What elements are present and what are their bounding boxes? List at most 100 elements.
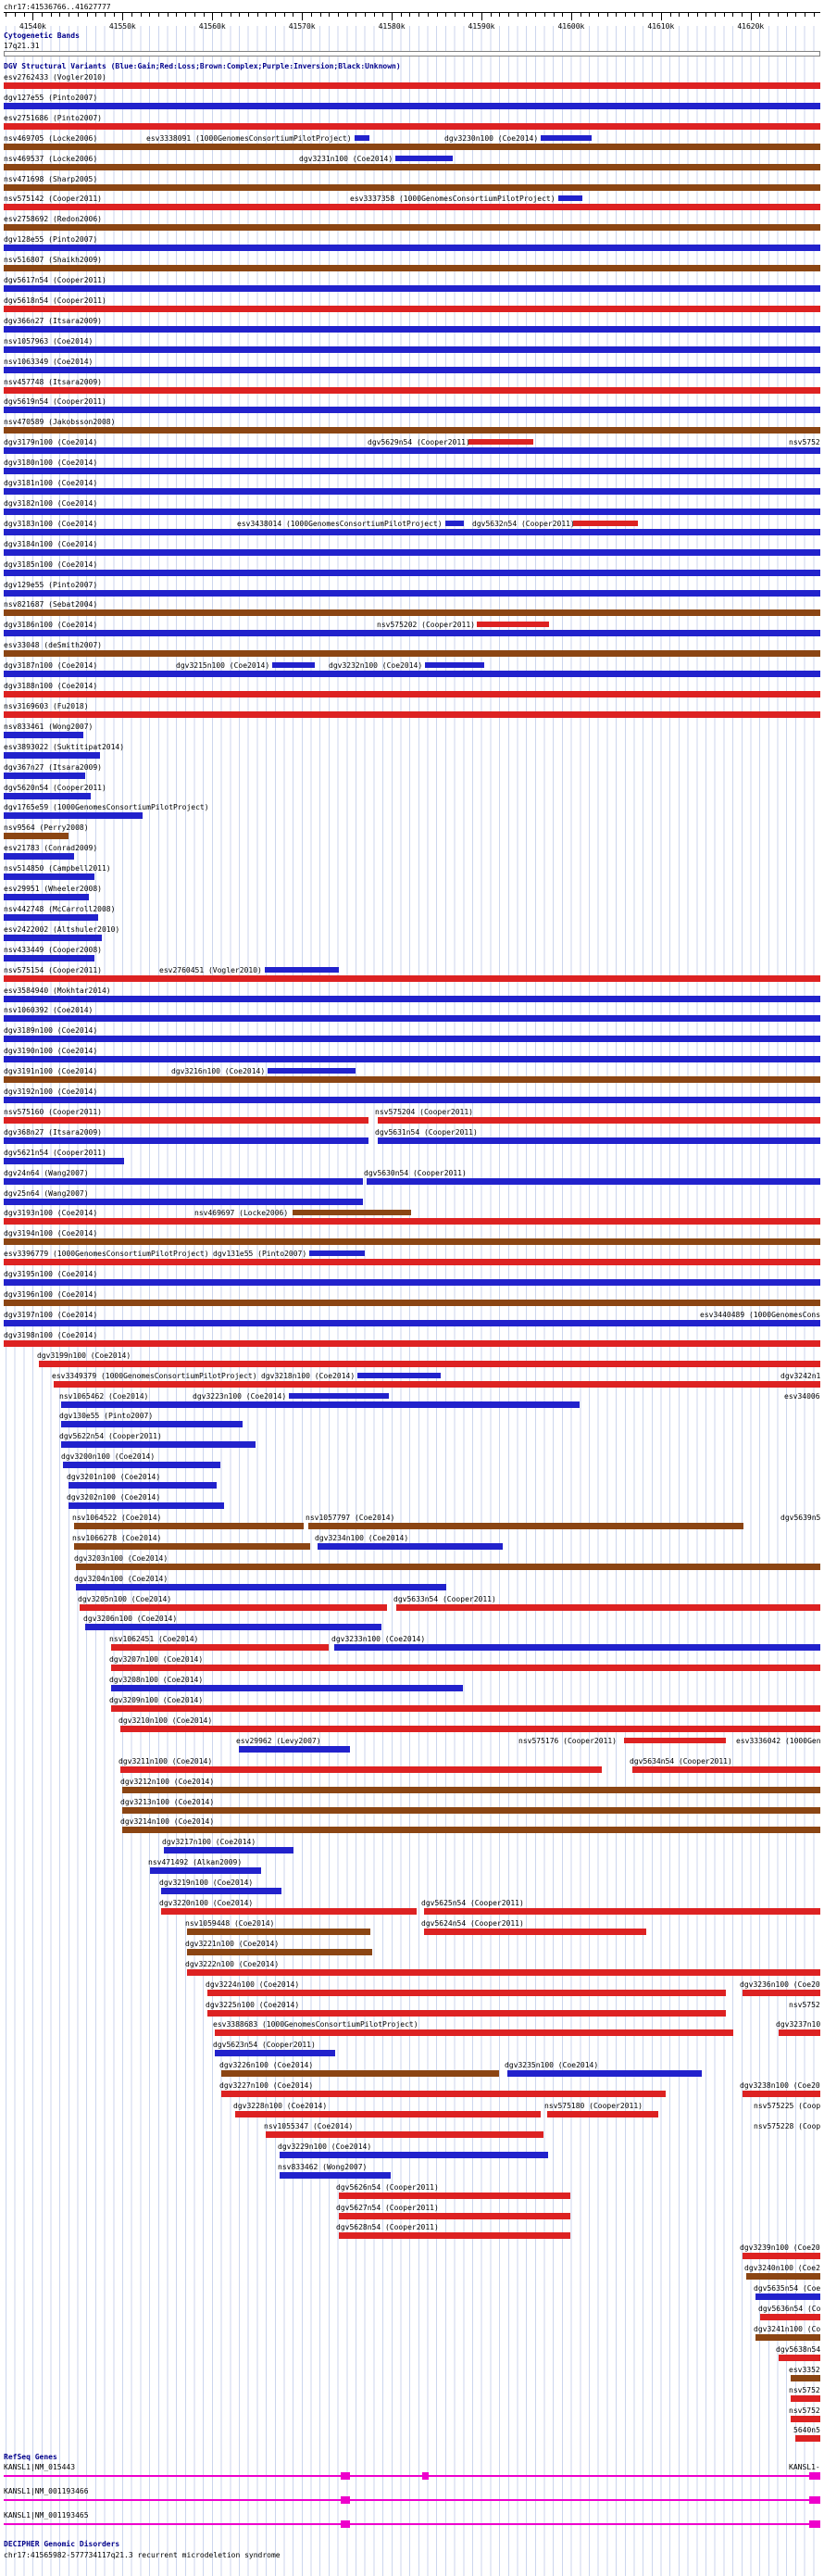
variant-label[interactable]: dgv5617n54 (Cooper2011) bbox=[4, 276, 106, 284]
variant-bar[interactable] bbox=[187, 1928, 370, 1935]
variant-bar[interactable] bbox=[120, 1725, 820, 1732]
variant-label[interactable]: dgv3185n100 (Coe2014) bbox=[4, 559, 98, 569]
variant-bar[interactable] bbox=[4, 386, 820, 394]
variant-bar[interactable] bbox=[4, 609, 820, 617]
variant-bar[interactable] bbox=[4, 488, 820, 495]
variant-label[interactable]: dgv3187n100 (Coe2014) bbox=[4, 661, 98, 671]
variant-label[interactable]: dgv3207n100 (Coe2014) bbox=[109, 1655, 204, 1665]
variant-label[interactable]: dgv3203n100 (Coe2014) bbox=[74, 1553, 169, 1563]
variant-bar[interactable] bbox=[367, 1177, 820, 1185]
variant-label[interactable]: dgv5634n54 (Cooper2011) bbox=[630, 1756, 732, 1766]
variant-bar[interactable] bbox=[4, 812, 143, 820]
variant-label[interactable]: dgv130e55 (Pinto2007) bbox=[59, 1412, 154, 1421]
variant-bar[interactable] bbox=[4, 1056, 820, 1063]
variant-bar[interactable] bbox=[4, 995, 820, 1002]
variant-bar[interactable] bbox=[4, 528, 820, 535]
variant-label[interactable]: dgv3235n100 (Coe2014) bbox=[505, 2061, 599, 2070]
variant-label[interactable]: dgv3190n100 (Coe2014) bbox=[4, 1047, 98, 1056]
variant-label[interactable]: dgv3200n100 (Coe2014) bbox=[61, 1452, 156, 1462]
variant-label[interactable]: esv21783 (Conrad2009) bbox=[4, 844, 98, 853]
variant-bar[interactable] bbox=[4, 894, 89, 900]
variant-bar[interactable] bbox=[779, 2029, 820, 2037]
variant-bar[interactable] bbox=[4, 1157, 124, 1164]
variant-label[interactable]: nsv471492 (Alkan2009) bbox=[148, 1858, 243, 1867]
variant-label[interactable]: dgv127e55 (Pinto2007) bbox=[4, 93, 98, 102]
variant-bar[interactable] bbox=[4, 447, 820, 455]
variant-bar[interactable] bbox=[122, 1786, 820, 1793]
variant-label[interactable]: dgv5629n54 (Cooper2011) bbox=[368, 438, 470, 447]
variant-label[interactable]: dgv3242n1 bbox=[780, 1371, 821, 1380]
cytoband-glyph[interactable] bbox=[4, 51, 820, 57]
variant-label[interactable]: dgv3238n100 (Coe20 bbox=[740, 2081, 820, 2091]
variant-bar[interactable] bbox=[4, 710, 820, 718]
variant-bar[interactable] bbox=[791, 2415, 820, 2422]
variant-label[interactable]: dgv3233n100 (Coe2014) bbox=[331, 1635, 426, 1644]
variant-bar[interactable] bbox=[4, 853, 74, 861]
variant-label[interactable]: dgv5622n54 (Cooper2011) bbox=[59, 1432, 162, 1441]
variant-bar[interactable] bbox=[4, 285, 820, 292]
variant-bar[interactable] bbox=[207, 2009, 726, 2017]
variant-bar[interactable] bbox=[4, 1076, 820, 1084]
variant-bar[interactable] bbox=[266, 2130, 543, 2138]
variant-bar[interactable] bbox=[507, 2070, 702, 2078]
variant-bar[interactable] bbox=[318, 1542, 503, 1550]
variant-label[interactable]: esv2760451 (Vogler2010) bbox=[159, 965, 262, 974]
variant-bar[interactable] bbox=[468, 439, 533, 446]
variant-label[interactable]: dgv3186n100 (Coe2014) bbox=[4, 621, 98, 630]
variant-label[interactable]: dgv3224n100 (Coe2014) bbox=[206, 1979, 300, 1989]
variant-bar[interactable] bbox=[80, 1603, 387, 1611]
variant-label[interactable]: dgv3227n100 (Coe2014) bbox=[219, 2081, 314, 2091]
variant-label[interactable]: esv3388683 (1000GenomesConsortiumPilotPr… bbox=[213, 2020, 418, 2029]
variant-bar[interactable] bbox=[74, 1522, 304, 1529]
variant-label[interactable]: dgv3234n100 (Coe2014) bbox=[315, 1533, 409, 1542]
variant-label[interactable]: nsv442748 (McCarroll2008) bbox=[4, 904, 116, 913]
variant-label[interactable]: nsv1065462 (Coe2014) bbox=[59, 1391, 149, 1401]
variant-label[interactable]: dgv3194n100 (Coe2014) bbox=[4, 1229, 98, 1238]
variant-bar[interactable] bbox=[207, 1989, 726, 1996]
variant-bar[interactable] bbox=[63, 1462, 220, 1469]
variant-label[interactable]: dgv5631n54 (Cooper2011) bbox=[375, 1127, 478, 1137]
variant-label[interactable]: dgv3191n100 (Coe2014) bbox=[4, 1067, 98, 1076]
variant-bar[interactable] bbox=[760, 2314, 820, 2320]
variant-label[interactable]: nsv1057963 (Coe2014) bbox=[4, 336, 94, 346]
variant-label[interactable]: dgv3211n100 (Coe2014) bbox=[119, 1756, 213, 1766]
variant-label[interactable]: dgv367n27 (Itsara2009) bbox=[4, 762, 102, 772]
variant-bar[interactable] bbox=[4, 143, 820, 150]
variant-label[interactable]: dgv3214n100 (Coe2014) bbox=[120, 1817, 215, 1827]
variant-label[interactable]: nsv575160 (Cooper2011) bbox=[4, 1107, 102, 1116]
variant-label[interactable]: nsv1063349 (Coe2014) bbox=[4, 357, 94, 366]
variant-label[interactable]: dgv3209n100 (Coe2014) bbox=[109, 1696, 204, 1704]
variant-bar[interactable] bbox=[4, 731, 83, 738]
variant-bar[interactable] bbox=[69, 1502, 224, 1509]
variant-label[interactable]: nsv457748 (Itsara2009) bbox=[4, 377, 102, 386]
variant-bar[interactable] bbox=[4, 548, 820, 556]
variant-label[interactable]: dgv3240n100 (Coe2 bbox=[744, 2264, 820, 2273]
variant-bar[interactable] bbox=[4, 366, 820, 373]
variant-bar[interactable] bbox=[4, 1218, 820, 1225]
variant-bar[interactable] bbox=[4, 1116, 368, 1124]
variant-label[interactable]: nsv3169603 (Fu2018) bbox=[4, 701, 89, 710]
variant-label[interactable]: dgv3206n100 (Coe2014) bbox=[83, 1615, 178, 1624]
variant-bar[interactable] bbox=[4, 772, 85, 779]
variant-bar[interactable] bbox=[4, 468, 820, 475]
variant-label[interactable]: dgv1765e59 (1000GenomesConsortiumPilotPr… bbox=[4, 803, 209, 812]
variant-label[interactable]: dgv3216n100 (Coe2014) bbox=[171, 1067, 266, 1076]
variant-label[interactable]: esv3337358 (1000GenomesConsortiumPilotPr… bbox=[350, 195, 556, 204]
variant-label[interactable]: dgv5625n54 (Cooper2011) bbox=[421, 1899, 524, 1907]
variant-bar[interactable] bbox=[378, 1116, 820, 1124]
variant-bar[interactable] bbox=[289, 1392, 389, 1399]
variant-label[interactable]: dgv3226n100 (Coe2014) bbox=[219, 2061, 314, 2070]
variant-label[interactable]: esv3396779 (1000GenomesConsortiumPilotPr… bbox=[4, 1250, 209, 1259]
variant-label[interactable]: dgv3217n100 (Coe2014) bbox=[162, 1838, 256, 1847]
variant-label[interactable]: nsv516807 (Shaikh2009) bbox=[4, 256, 102, 265]
variant-label[interactable]: esv2751686 (Pinto2007) bbox=[4, 113, 102, 122]
variant-label[interactable]: dgv3213n100 (Coe2014) bbox=[120, 1797, 215, 1806]
variant-label[interactable]: esv3438014 (1000GenomesConsortiumPilotPr… bbox=[237, 519, 443, 528]
variant-label[interactable]: dgv5635n54 (Coe bbox=[754, 2284, 821, 2293]
variant-label[interactable]: dgv3232n100 (Coe2014) bbox=[329, 661, 423, 671]
variant-label[interactable]: nsv1066278 (Coe2014) bbox=[72, 1533, 162, 1542]
variant-bar[interactable] bbox=[280, 2151, 548, 2158]
variant-label[interactable]: dgv3230n100 (Coe2014) bbox=[444, 133, 539, 143]
variant-bar[interactable] bbox=[69, 1482, 217, 1489]
variant-label[interactable]: dgv5630n54 (Cooper2011) bbox=[364, 1168, 467, 1177]
